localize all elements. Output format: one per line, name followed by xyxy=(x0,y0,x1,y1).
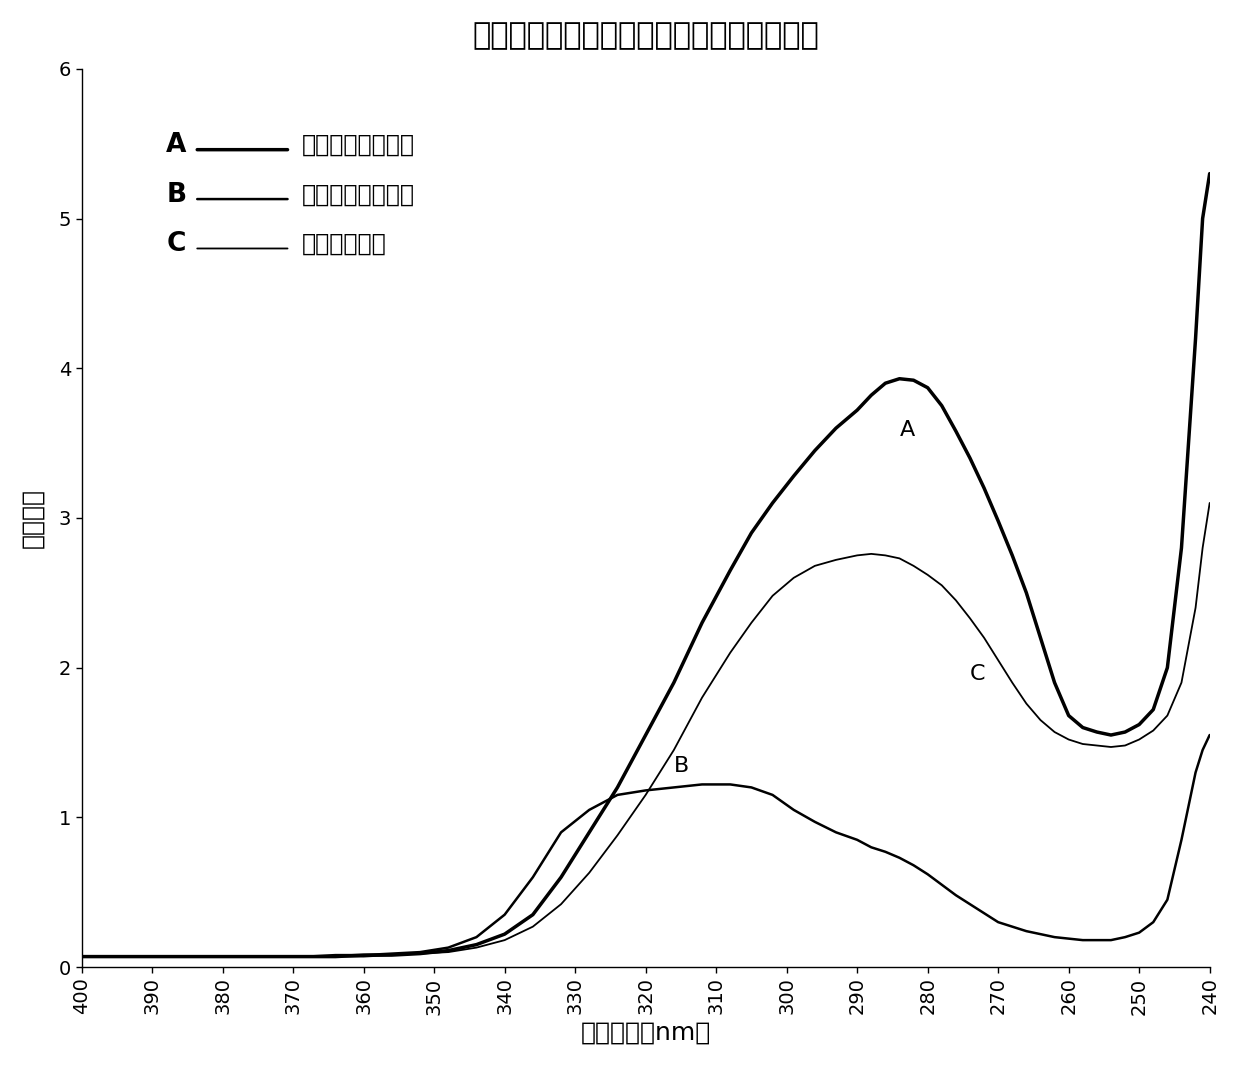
Text: 牛血清白蛋白: 牛血清白蛋白 xyxy=(301,232,387,256)
Title: 二种偶联法合成恩诺沙星偶联物紫外检测图: 二种偶联法合成恩诺沙星偶联物紫外检测图 xyxy=(472,21,820,50)
Text: 混合酸酐法偶联物: 混合酸酐法偶联物 xyxy=(301,182,414,207)
Text: A: A xyxy=(166,132,186,159)
Text: C: C xyxy=(166,231,186,257)
X-axis label: 检测波长（nm）: 检测波长（nm） xyxy=(580,1020,711,1044)
Text: 碳二亚胺法偶联物: 碳二亚胺法偶联物 xyxy=(301,133,414,158)
Y-axis label: 吸光度值: 吸光度值 xyxy=(21,488,45,548)
Text: B: B xyxy=(673,756,689,776)
Text: B: B xyxy=(166,182,186,208)
Text: A: A xyxy=(899,420,915,440)
Text: C: C xyxy=(970,663,986,684)
